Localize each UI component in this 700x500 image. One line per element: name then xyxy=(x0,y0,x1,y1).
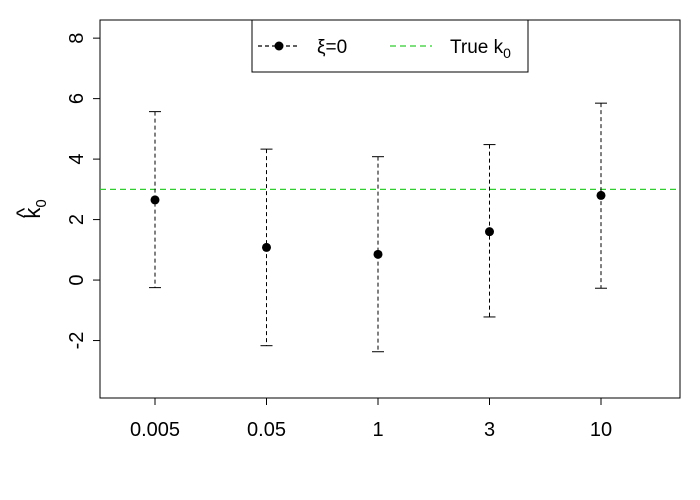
data-point-2 xyxy=(373,249,383,259)
data-point-0 xyxy=(150,195,160,205)
x-tick-label-4: 10 xyxy=(590,419,612,441)
y-tick-label-0: 8 xyxy=(66,33,88,44)
error-bar-layer xyxy=(149,102,607,353)
x-tick-label-1: 0.05 xyxy=(247,419,286,441)
x-tick-label-2: 1 xyxy=(372,419,383,441)
y-tick-label-1: 6 xyxy=(66,93,88,104)
y-axis: 8 6 4 2 0 -2 xyxy=(66,33,100,350)
point-layer xyxy=(150,190,606,259)
legend-reference-sub: 0 xyxy=(503,45,511,61)
y-axis-label-sub: 0 xyxy=(33,199,50,207)
legend-reference-main: True k xyxy=(450,37,504,58)
y-axis-label: k0 ^ xyxy=(12,199,50,218)
x-axis: 0.005 0.05 1 3 10 xyxy=(130,398,612,441)
y-axis-label-main: k xyxy=(20,207,45,219)
legend-series-label: ξ=0 xyxy=(317,37,347,58)
y-tick-label-5: -2 xyxy=(66,332,88,350)
data-point-3 xyxy=(485,227,494,237)
x-tick-label-0: 0.005 xyxy=(130,419,180,441)
plot-frame xyxy=(99,19,681,399)
legend-reference-label: True k0 xyxy=(450,37,511,61)
legend-series-marker xyxy=(274,41,284,51)
y-axis-label-accent: ^ xyxy=(12,207,37,218)
legend: ξ=0 True k0 xyxy=(251,19,529,73)
data-point-4 xyxy=(596,190,606,200)
x-tick-label-3: 3 xyxy=(484,419,495,441)
y-tick-label-3: 2 xyxy=(66,214,88,225)
svg-text:k0: k0 xyxy=(20,199,50,218)
y-tick-label-2: 4 xyxy=(66,154,88,165)
data-point-1 xyxy=(262,242,271,252)
y-tick-label-4: 0 xyxy=(66,275,88,286)
